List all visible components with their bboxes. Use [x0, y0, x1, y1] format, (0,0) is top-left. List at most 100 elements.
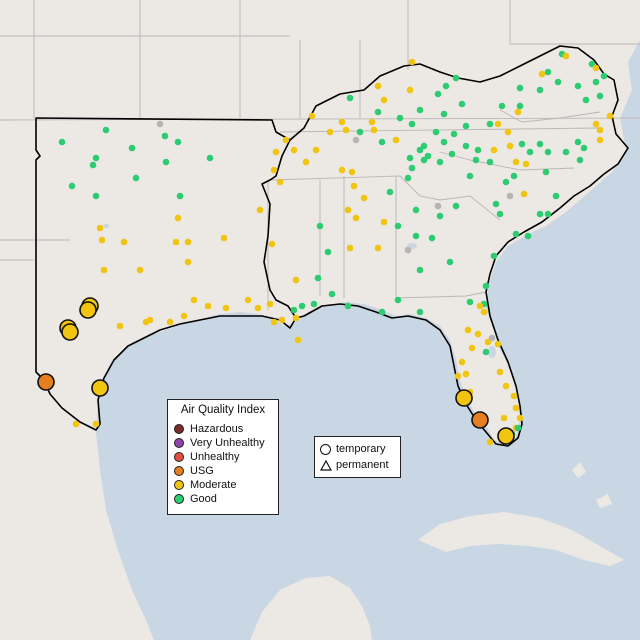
temporary-site-marker-moderate[interactable]	[91, 379, 109, 397]
site-marker-good	[452, 202, 460, 210]
site-marker-moderate	[344, 206, 352, 214]
site-marker-good	[92, 154, 100, 162]
site-marker-good	[452, 74, 460, 82]
site-marker-moderate	[308, 112, 316, 120]
region-outline-east	[289, 45, 629, 447]
site-marker-moderate	[464, 326, 472, 334]
temporary-site-marker-moderate[interactable]	[79, 301, 97, 319]
monitoring-sites	[37, 50, 614, 446]
site-marker-good	[450, 130, 458, 138]
site-marker-moderate	[512, 404, 520, 412]
site-marker-moderate	[406, 86, 414, 94]
site-marker-moderate	[120, 238, 128, 246]
legend-item-unhealthy: Unhealthy	[174, 450, 240, 464]
site-marker-moderate	[350, 182, 358, 190]
site-marker-good	[554, 78, 562, 86]
usg-dot-icon	[174, 466, 184, 476]
site-marker-good	[408, 164, 416, 172]
site-marker-good	[496, 210, 504, 218]
site-marker-good	[132, 174, 140, 182]
site-marker-moderate	[380, 218, 388, 226]
site-marker-good	[356, 128, 364, 136]
site-marker-good	[512, 230, 520, 238]
site-marker-missing	[434, 202, 442, 210]
site-marker-good	[416, 106, 424, 114]
site-marker-moderate	[342, 126, 350, 134]
site-marker-good	[290, 306, 298, 314]
site-marker-missing	[506, 192, 514, 200]
moderate-dot-icon	[174, 480, 184, 490]
site-marker-good	[542, 168, 550, 176]
unhealthy-dot-icon	[174, 452, 184, 462]
site-marker-moderate	[392, 136, 400, 144]
temporary-site-marker-moderate[interactable]	[61, 323, 79, 341]
site-marker-moderate	[272, 148, 280, 156]
site-marker-moderate	[408, 58, 416, 66]
site-marker-moderate	[490, 146, 498, 154]
site-marker-moderate	[184, 238, 192, 246]
site-marker-good	[396, 114, 404, 122]
very-unhealthy-dot-icon	[174, 438, 184, 448]
site-marker-good	[440, 138, 448, 146]
site-marker-moderate	[174, 214, 182, 222]
site-marker-moderate	[474, 330, 482, 338]
site-marker-good	[436, 212, 444, 220]
site-marker-good	[466, 298, 474, 306]
site-marker-good	[408, 120, 416, 128]
site-marker-moderate	[346, 244, 354, 252]
legend-item-hazardous: Hazardous	[174, 422, 243, 436]
site-marker-moderate	[268, 240, 276, 248]
site-marker-good	[92, 192, 100, 200]
site-marker-moderate	[326, 128, 334, 136]
temporary-site-marker-moderate[interactable]	[497, 427, 515, 445]
legend-label: temporary	[336, 443, 386, 455]
site-marker-good	[394, 296, 402, 304]
monitor-type-legend: temporary permanent	[314, 436, 401, 478]
site-marker-moderate	[458, 358, 466, 366]
site-marker-good	[458, 100, 466, 108]
site-marker-moderate	[294, 336, 302, 344]
site-marker-good	[314, 274, 322, 282]
site-marker-good	[176, 192, 184, 200]
site-marker-good	[440, 110, 448, 118]
temporary-site-marker-usg[interactable]	[37, 373, 55, 391]
site-marker-moderate	[512, 158, 520, 166]
site-marker-moderate	[276, 178, 284, 186]
site-marker-good	[446, 258, 454, 266]
site-marker-good	[466, 172, 474, 180]
site-marker-good	[524, 232, 532, 240]
site-marker-moderate	[520, 190, 528, 198]
legend-item-temporary: temporary	[320, 442, 386, 456]
site-marker-moderate	[254, 304, 262, 312]
florida-land	[444, 310, 520, 444]
site-marker-good	[448, 150, 456, 158]
site-marker-good	[486, 158, 494, 166]
legend-label: Very Unhealthy	[190, 437, 265, 449]
site-marker-moderate	[266, 300, 274, 308]
site-marker-good	[162, 158, 170, 166]
site-marker-moderate	[596, 136, 604, 144]
site-marker-moderate	[290, 146, 298, 154]
circle-icon	[320, 443, 331, 455]
aqi-legend-title: Air Quality Index	[180, 404, 266, 416]
site-marker-moderate	[98, 236, 106, 244]
site-marker-good	[394, 222, 402, 230]
cuba-land	[418, 512, 624, 566]
temporary-site-marker-usg[interactable]	[471, 411, 489, 429]
site-marker-moderate	[204, 302, 212, 310]
site-marker-good	[436, 158, 444, 166]
site-marker-good	[386, 188, 394, 196]
site-marker-moderate	[270, 318, 278, 326]
site-marker-moderate	[494, 120, 502, 128]
site-marker-moderate	[480, 308, 488, 316]
legend-item-permanent: permanent	[320, 458, 389, 472]
temporary-site-marker-moderate[interactable]	[455, 389, 473, 407]
yucatan-land	[250, 576, 372, 640]
site-marker-good	[596, 92, 604, 100]
site-marker-moderate	[592, 120, 600, 128]
site-marker-moderate	[180, 312, 188, 320]
site-marker-good	[600, 72, 608, 80]
site-marker-good	[432, 128, 440, 136]
site-marker-good	[378, 138, 386, 146]
legend-item-usg: USG	[174, 464, 214, 478]
